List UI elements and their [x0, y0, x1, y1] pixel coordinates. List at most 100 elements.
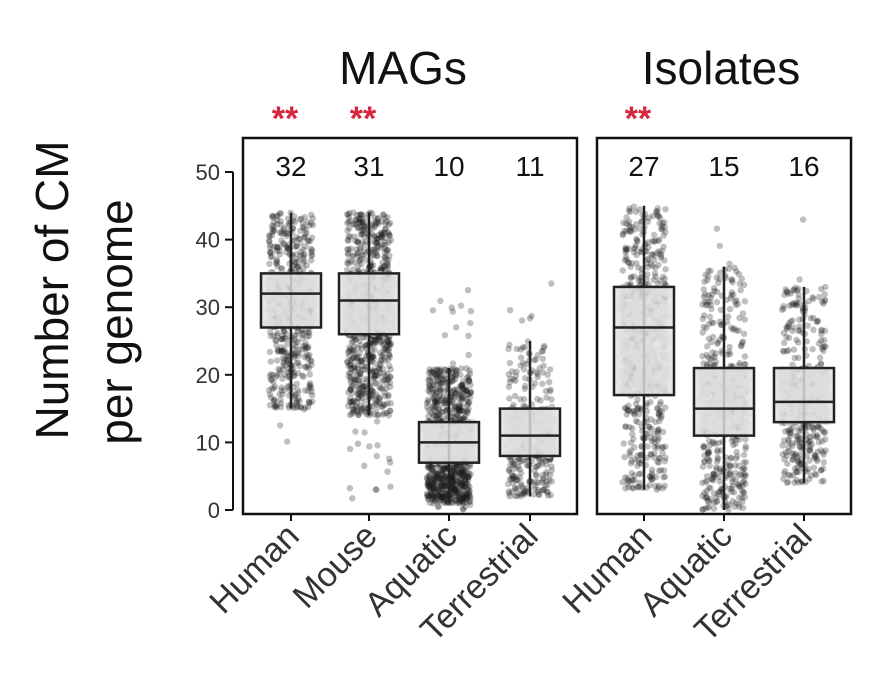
data-point: [298, 215, 305, 222]
data-point: [467, 319, 474, 327]
data-point: [309, 392, 316, 399]
data-point: [383, 247, 391, 254]
data-point: [274, 221, 281, 228]
data-point: [371, 400, 379, 407]
data-point: [347, 386, 354, 393]
data-point: [276, 210, 283, 217]
data-point: [295, 236, 302, 243]
data-point: [284, 340, 291, 348]
data-point: [508, 368, 516, 375]
median-label: 10: [433, 151, 464, 182]
data-point: [284, 245, 292, 252]
data-point: [293, 242, 300, 249]
data-point: [301, 234, 309, 241]
data-point: [291, 332, 298, 339]
data-point: [269, 228, 276, 236]
data-point: [385, 341, 392, 349]
data-point: [273, 248, 280, 255]
data-point: [297, 404, 304, 411]
data-point: [274, 245, 281, 252]
data-point: [308, 252, 315, 260]
data-point: [307, 357, 314, 364]
data-point: [376, 366, 383, 373]
y-tick-label: 10: [196, 430, 220, 455]
data-point: [271, 227, 278, 234]
data-point: [267, 394, 275, 401]
data-point: [301, 251, 308, 258]
data-point: [308, 211, 315, 218]
data-point: [266, 391, 274, 398]
data-point: [266, 232, 273, 239]
data-point: [381, 389, 388, 396]
data-point: [293, 404, 300, 411]
data-point: [522, 375, 529, 382]
data-point: [267, 376, 275, 383]
data-point: [291, 353, 298, 360]
data-point: [299, 330, 306, 337]
data-point: [284, 244, 292, 252]
data-point: [300, 342, 307, 350]
data-point: [306, 222, 313, 229]
data-point: [345, 211, 352, 218]
data-point: [271, 396, 278, 403]
data-point: [457, 391, 465, 399]
data-point: [356, 337, 363, 344]
data-point: [521, 343, 529, 351]
data-point: [308, 358, 315, 365]
data-point: [275, 365, 282, 373]
data-point: [306, 351, 313, 359]
data-point: [294, 338, 301, 346]
data-point: [270, 243, 278, 250]
data-point: [299, 346, 306, 353]
data-point: [277, 210, 284, 217]
data-point: [296, 266, 303, 274]
data-point: [352, 428, 359, 435]
data-point: [278, 387, 285, 394]
data-point: [267, 248, 274, 255]
data-point: [361, 462, 368, 469]
data-point: [306, 380, 314, 387]
data-point: [297, 248, 305, 255]
significance-marker: **: [350, 100, 377, 138]
y-tick-label: 50: [196, 160, 220, 185]
data-point: [293, 350, 300, 358]
data-point: [547, 386, 554, 393]
data-point: [346, 485, 354, 492]
data-point: [296, 235, 303, 242]
data-point: [453, 413, 460, 420]
data-point: [299, 220, 306, 227]
data-point: [308, 257, 315, 264]
data-point: [457, 302, 465, 309]
data-point: [531, 485, 538, 492]
data-point: [463, 365, 470, 372]
data-point: [377, 244, 385, 251]
data-point: [548, 280, 555, 287]
data-point: [425, 387, 432, 394]
data-point: [300, 225, 307, 232]
data-point: [293, 343, 300, 351]
data-point: [370, 374, 377, 382]
data-point: [305, 329, 312, 336]
data-point: [266, 233, 273, 240]
data-point: [284, 438, 291, 445]
data-point: [266, 402, 274, 409]
data-point: [542, 482, 549, 489]
data-point: [281, 328, 288, 335]
data-point: [291, 218, 299, 226]
data-point: [279, 391, 286, 398]
data-point: [280, 226, 288, 234]
data-point: [278, 384, 285, 391]
data-point: [346, 361, 354, 369]
data-point: [635, 471, 643, 478]
data-point: [273, 257, 280, 265]
data-point: [290, 351, 298, 358]
data-point: [437, 297, 444, 305]
data-point: [279, 375, 286, 382]
data-point: [361, 429, 368, 436]
data-point: [304, 355, 312, 362]
data-point: [437, 366, 444, 373]
data-point: [302, 226, 309, 233]
data-point: [510, 472, 518, 480]
y-tick-label: 40: [196, 228, 220, 253]
